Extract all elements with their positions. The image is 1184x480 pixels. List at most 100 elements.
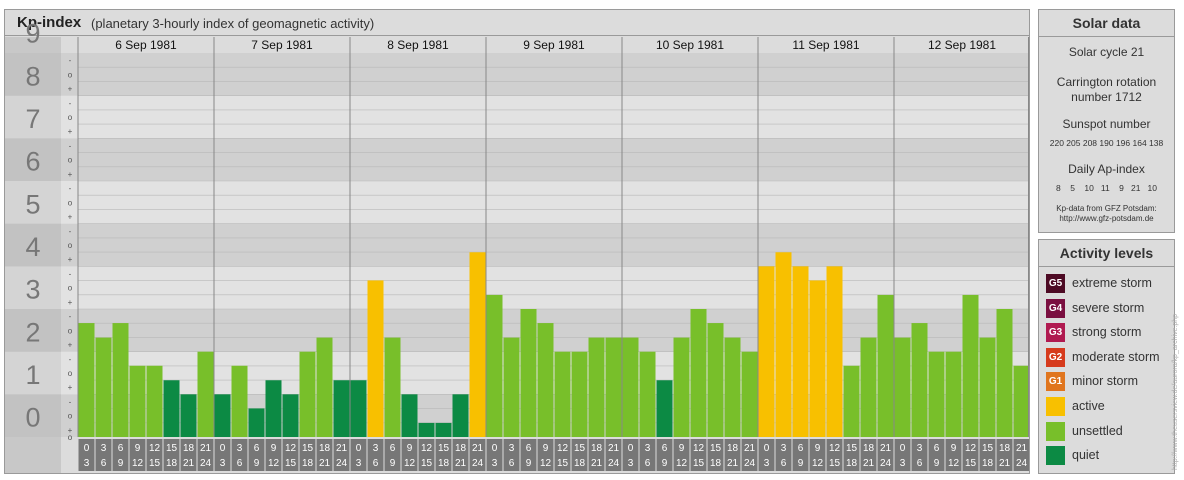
sub-tick-label: o (68, 113, 73, 122)
hour-start-label: 12 (965, 443, 977, 454)
hour-start-label: 9 (407, 443, 413, 454)
y-band-8 (5, 53, 61, 96)
legend-swatch: G1 (1046, 372, 1065, 392)
day-label: 11 Sep 1981 (792, 38, 859, 52)
kp-chart-panel: Kp-index (planetary 3-hourly index of ge… (4, 9, 1030, 474)
carrington-rotation-label: Carrington rotation (1056, 75, 1157, 89)
legend-label: quiet (1072, 448, 1100, 463)
hour-cell (265, 439, 282, 471)
hour-cell (690, 439, 707, 471)
credit-url: http://www.theusersview.de/aurora/kp_arc… (1172, 313, 1179, 470)
sub-tick-label: o (68, 369, 73, 378)
activity-levels-panel: Activity levels G5 extreme storm G4 severe … (1038, 239, 1175, 474)
hour-end-label: 21 (999, 458, 1011, 469)
kp-bar (248, 408, 265, 437)
hour-start-label: 12 (557, 443, 569, 454)
hour-cell (928, 439, 945, 471)
day-label: 10 Sep 1981 (656, 38, 724, 52)
hour-start-label: 0 (356, 443, 362, 454)
kp-bar (707, 323, 724, 437)
band-4 (61, 223, 1029, 267)
kp-bar (894, 337, 911, 437)
hour-end-label: 15 (285, 458, 297, 469)
kp-bar (656, 380, 673, 437)
kp-bar (843, 365, 860, 437)
hour-end-label: 6 (101, 458, 107, 469)
sub-tick-label: + (68, 127, 73, 136)
kp-bar (520, 309, 537, 437)
hour-end-label: 24 (880, 458, 892, 469)
legend-swatch: G5 (1046, 274, 1065, 293)
legend-swatch (1046, 421, 1065, 441)
kp-bar (775, 252, 792, 437)
kp-bar (571, 351, 588, 437)
kp-bar (333, 380, 350, 437)
day-label: 8 Sep 1981 (387, 38, 449, 52)
hour-start-label: 21 (744, 443, 756, 454)
kp-bar (214, 394, 231, 437)
hour-start-label: 15 (438, 443, 450, 454)
hour-cell (367, 439, 384, 471)
hour-cell (1013, 439, 1029, 471)
kp-bar (588, 337, 605, 437)
kp-bar (996, 309, 1013, 437)
chart-title-bar: Kp-index (planetary 3-hourly index of ge… (5, 10, 1029, 36)
hour-start-label: 0 (764, 443, 770, 454)
hour-cell (775, 439, 792, 471)
hour-start-label: 0 (900, 443, 906, 454)
hour-cell (112, 439, 129, 471)
kp-bar (146, 365, 163, 437)
hour-cell (809, 439, 826, 471)
legend-label: extreme storm (1072, 276, 1152, 290)
solar-data-title: Solar data (1039, 10, 1174, 37)
hour-end-label: 9 (662, 458, 668, 469)
hour-cell (520, 439, 537, 471)
hour-cell (588, 439, 605, 471)
sub-tick-label: + (68, 85, 73, 94)
hour-cell (673, 439, 690, 471)
hour-start-label: 3 (509, 443, 515, 454)
band-3 (61, 266, 1029, 309)
sub-tick-label: - (69, 227, 72, 236)
hour-end-label: 15 (693, 458, 705, 469)
hour-start-label: 21 (880, 443, 892, 454)
hour-cell (129, 439, 146, 471)
kp-bar (197, 351, 214, 437)
hour-start-label: 6 (798, 443, 804, 454)
hour-end-label: 12 (948, 458, 960, 469)
legend-swatch: G3 (1046, 323, 1065, 343)
hour-end-label: 21 (455, 458, 467, 469)
hour-cell (146, 439, 163, 471)
date-header-strip (78, 37, 1029, 53)
kp-bar (95, 337, 112, 437)
sub-tick-label: o (68, 241, 73, 250)
hour-cell (78, 439, 95, 471)
hour-end-label: 3 (628, 458, 634, 469)
chart-title: Kp-index (17, 14, 82, 31)
hour-start-label: 15 (166, 443, 178, 454)
hour-end-label: 18 (574, 458, 586, 469)
sub-tick-label: - (69, 269, 72, 278)
hour-cell (656, 439, 673, 471)
hour-start-label: 6 (662, 443, 668, 454)
hour-end-label: 21 (727, 458, 739, 469)
hour-start-label: 15 (710, 443, 722, 454)
day-label: 6 Sep 1981 (115, 38, 177, 52)
kp-bar (231, 365, 248, 437)
chart-subtitle: (planetary 3-hourly index of geomagnetic… (91, 16, 375, 31)
hour-end-label: 9 (390, 458, 396, 469)
hour-end-label: 18 (166, 458, 178, 469)
hour-end-label: 21 (319, 458, 331, 469)
hour-start-label: 18 (455, 443, 467, 454)
y-tick-label: 5 (25, 189, 40, 219)
hour-cell (452, 439, 469, 471)
hour-start-label: 15 (574, 443, 586, 454)
hour-start-label: 21 (472, 443, 484, 454)
hour-start-label: 6 (118, 443, 124, 454)
legend-label: strong storm (1072, 325, 1142, 340)
activity-levels-title: Activity levels (1039, 240, 1174, 267)
hour-cell (316, 439, 333, 471)
kp-bar (945, 351, 962, 437)
legend-label: moderate storm (1072, 349, 1160, 364)
hour-start-label: 0 (220, 443, 226, 454)
